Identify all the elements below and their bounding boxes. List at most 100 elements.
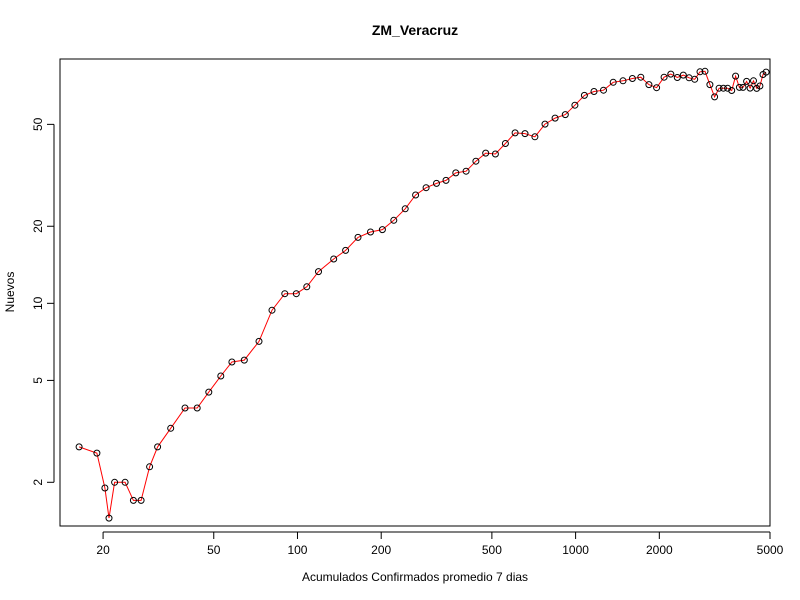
data-point — [756, 82, 764, 90]
data-point — [691, 75, 699, 83]
data-point — [679, 71, 687, 79]
data-point — [719, 84, 727, 92]
data-point — [715, 84, 723, 92]
chart-title: ZM_Veracruz — [372, 22, 458, 38]
series-points — [75, 67, 770, 522]
data-point — [330, 255, 338, 263]
data-point — [511, 129, 519, 137]
data-point — [541, 120, 549, 128]
data-point — [762, 68, 770, 76]
data-point — [137, 496, 145, 504]
x-tick-label: 5000 — [757, 543, 784, 557]
x-axis-label: Acumulados Confirmados promedio 7 dias — [302, 570, 528, 584]
x-axis: 20 50 100 200 500 1000 2000 5000 — [96, 531, 784, 557]
data-point — [743, 77, 751, 85]
data-point — [401, 205, 409, 213]
data-point — [728, 87, 736, 94]
data-point — [412, 191, 420, 199]
data-point — [303, 283, 311, 291]
data-point — [193, 404, 201, 412]
data-point — [706, 81, 714, 89]
x-tick-label: 50 — [207, 543, 221, 557]
data-point — [746, 84, 754, 92]
data-point — [255, 337, 263, 345]
data-point — [462, 167, 470, 175]
data-point — [390, 216, 398, 224]
data-point — [551, 114, 559, 122]
data-point — [637, 73, 645, 81]
data-point — [673, 74, 681, 81]
data-point — [354, 233, 362, 241]
x-tick-label: 2000 — [646, 543, 673, 557]
data-point — [732, 72, 740, 80]
data-point — [75, 443, 83, 451]
data-point — [472, 157, 480, 165]
data-point — [217, 372, 225, 380]
data-point — [342, 246, 350, 254]
data-point — [609, 78, 617, 86]
y-tick-label: 20 — [31, 219, 45, 233]
data-point — [590, 88, 598, 95]
data-point — [154, 443, 162, 451]
y-tick-label: 5 — [31, 377, 45, 384]
data-point — [167, 424, 175, 432]
data-point — [181, 404, 189, 412]
data-point — [367, 228, 374, 236]
data-point — [205, 388, 213, 396]
data-point — [735, 83, 743, 91]
data-point — [268, 306, 276, 314]
data-point — [146, 463, 154, 471]
data-point — [442, 176, 450, 184]
data-point — [111, 478, 119, 486]
plot-frame — [59, 58, 771, 527]
data-point — [711, 93, 719, 101]
data-point — [281, 290, 289, 298]
data-point — [491, 150, 499, 158]
data-point — [580, 91, 588, 99]
x-tick-label: 1000 — [562, 543, 589, 557]
data-point — [724, 84, 732, 92]
data-point — [101, 484, 109, 492]
data-point — [105, 514, 113, 522]
data-point — [561, 111, 569, 119]
data-point — [645, 81, 653, 89]
y-axis-label: Nuevos — [3, 272, 17, 313]
data-point — [750, 77, 757, 85]
data-point — [240, 356, 248, 364]
x-tick-label: 200 — [371, 543, 391, 557]
data-point — [571, 101, 579, 109]
data-point — [628, 75, 636, 82]
data-point — [667, 70, 675, 78]
data-point — [422, 184, 430, 192]
y-tick-label: 50 — [31, 117, 45, 131]
data-point — [660, 73, 668, 81]
data-point — [501, 140, 509, 147]
data-point — [739, 83, 747, 91]
data-point — [378, 226, 386, 234]
series-polyline — [78, 70, 767, 519]
x-tick-label: 100 — [287, 543, 307, 557]
data-point — [129, 496, 137, 504]
data-point — [696, 68, 704, 76]
data-point — [653, 84, 661, 92]
y-axis: 2 5 10 20 50 — [31, 117, 55, 486]
series-line — [78, 70, 767, 519]
data-point — [315, 268, 322, 276]
data-point — [292, 290, 300, 298]
data-point — [452, 169, 460, 177]
data-point — [701, 67, 709, 75]
data-point — [121, 478, 129, 486]
data-point — [93, 449, 101, 457]
data-point — [482, 149, 490, 157]
data-point — [531, 133, 539, 141]
data-point — [600, 86, 607, 94]
data-point — [619, 77, 627, 85]
data-point — [521, 130, 529, 138]
y-tick-label: 10 — [31, 296, 45, 310]
data-point — [433, 179, 440, 187]
x-tick-label: 500 — [482, 543, 502, 557]
y-tick-label: 2 — [31, 479, 45, 486]
x-tick-label: 20 — [96, 543, 110, 557]
data-point — [228, 358, 236, 366]
